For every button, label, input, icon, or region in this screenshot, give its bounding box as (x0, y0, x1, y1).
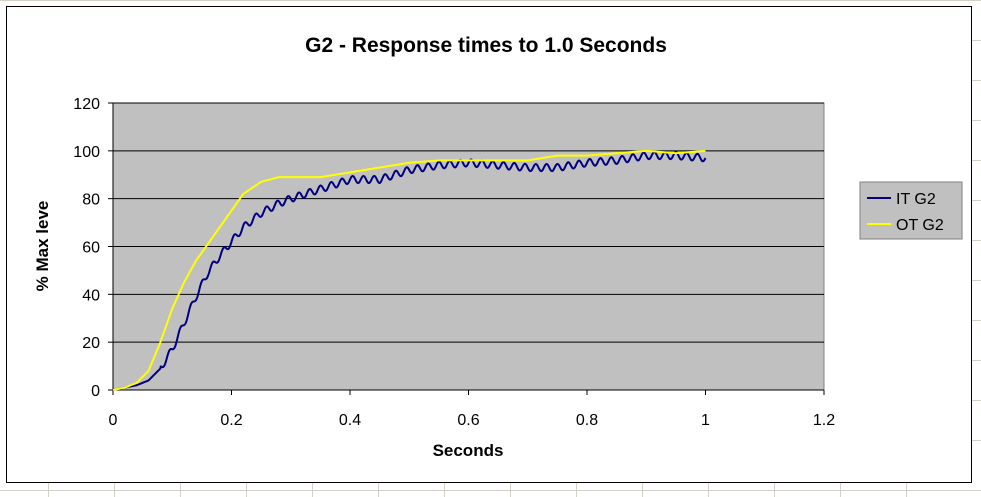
y-tick-label: 60 (82, 240, 100, 257)
series-line-it-g2[interactable] (112, 151, 707, 391)
legend-label: OT G2 (896, 217, 944, 234)
gridlines (108, 102, 825, 395)
y-tick-labels: 0 20 40 60 80 100 120 (73, 96, 100, 400)
x-tick-label: 0.8 (576, 412, 598, 429)
y-tick-label: 100 (73, 144, 100, 161)
x-tick-label: 0 (109, 412, 118, 429)
x-axis-title: Seconds (433, 441, 504, 460)
y-axis-title: % Max leve (33, 201, 52, 292)
y-tick-label: 0 (91, 383, 100, 400)
chart-title: G2 - Response times to 1.0 Seconds (305, 34, 667, 57)
x-tick-labels: 0 0.2 0.4 0.6 0.8 1 1.2 (109, 412, 836, 429)
y-tick-label: 80 (82, 192, 100, 209)
x-tick-label: 1 (701, 412, 710, 429)
x-tick-label: 0.2 (220, 412, 242, 429)
y-tick-label: 120 (73, 96, 100, 113)
x-tick-label: 1.2 (813, 412, 835, 429)
legend-box (859, 181, 963, 240)
x-tick-label: 0.4 (339, 412, 361, 429)
y-tick-label: 20 (82, 335, 100, 352)
series-layer (112, 149, 707, 391)
y-tick-label: 40 (82, 287, 100, 304)
x-tick-label: 0.6 (457, 412, 479, 429)
legend[interactable]: IT G2 OT G2 (859, 181, 963, 240)
legend-label: IT G2 (896, 191, 936, 208)
series-line-ot-g2[interactable] (112, 149, 706, 391)
axes (112, 103, 824, 391)
